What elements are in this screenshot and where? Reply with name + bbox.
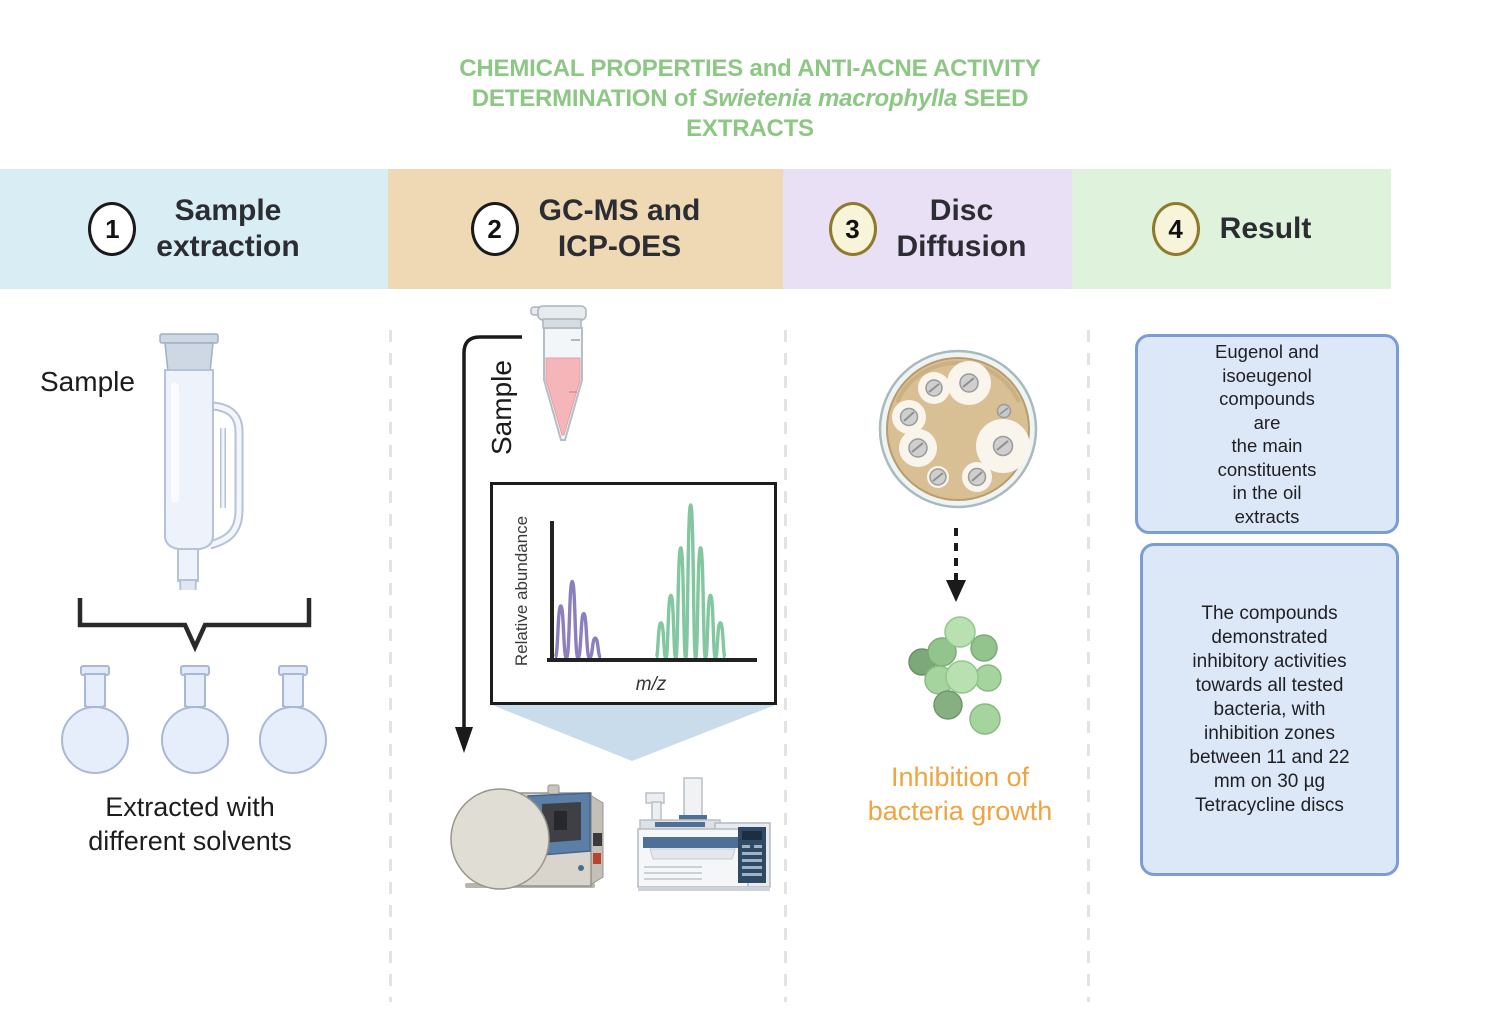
spectrum-peak: [564, 579, 580, 660]
distribution-bracket-icon: [77, 598, 312, 653]
step-segment-sample-extraction: 1 Sample extraction: [0, 169, 388, 289]
title-line-1: CHEMICAL PROPERTIES and ANTI-ACNE ACTIVI…: [459, 55, 1041, 82]
spectrum-x-axis-label: m/z: [636, 674, 667, 695]
spectrum-peak: [703, 593, 718, 660]
step-label-2: GC-MS and ICP-OES: [538, 194, 701, 263]
result-box-inhibition: The compounds demonstrated inhibitory ac…: [1140, 543, 1399, 876]
spectrum-peak: [654, 621, 668, 660]
spectrum-peak: [576, 611, 592, 660]
extraction-caption: Extracted with different solvents: [88, 792, 292, 856]
round-flask-icon: [61, 665, 129, 774]
antibiotic-discs: [892, 361, 1030, 492]
spectrum-peak: [553, 604, 569, 660]
round-flask-row: [61, 665, 327, 774]
step-segment-disc-diffusion: 3 Disc Diffusion: [783, 169, 1072, 289]
step-number-badge-1: 1: [88, 202, 137, 256]
page-title: CHEMICAL PROPERTIES and ANTI-ACNE ACTIVI…: [350, 54, 1150, 144]
spectrum-y-axis-label: Relative abundance: [512, 516, 531, 666]
soxhlet-extractor-icon: [159, 333, 244, 590]
gas-chromatograph-icon: [637, 777, 771, 891]
title-line-3: EXTRACTS: [686, 115, 814, 142]
column-divider: [784, 330, 787, 1002]
spectrum-peak: [587, 636, 603, 660]
title-line-2: DETERMINATION of Swietenia macrophylla S…: [471, 85, 1029, 112]
microcentrifuge-tube-icon: [530, 305, 587, 441]
spectrum-peak: [684, 503, 698, 660]
column-divider: [1087, 330, 1090, 1002]
sample-label-vertical: Sample: [486, 360, 517, 455]
sample-flow-arrow-icon: [455, 335, 522, 753]
mass-spectrum-chart: Relative abundance m/z: [490, 482, 777, 705]
column-divider: [389, 330, 392, 1002]
step-label-1: Sample extraction: [156, 194, 300, 263]
spectrum-peak: [693, 546, 708, 660]
sample-label: Sample: [40, 366, 135, 397]
step-number-badge-3: 3: [828, 202, 877, 256]
round-flask-icon: [259, 665, 327, 774]
step-label-4: Result: [1219, 212, 1312, 245]
spectrum-peak: [713, 621, 727, 660]
instruments-illustration: [450, 777, 771, 891]
projection-beam: [492, 705, 775, 761]
mass-spectrometer-icon: [450, 784, 604, 890]
spectrum-peak: [664, 593, 678, 660]
step-segment-result: 4 Result: [1072, 169, 1391, 289]
step-label-3: Disc Diffusion: [896, 194, 1027, 263]
step-number-badge-2: 2: [470, 202, 519, 256]
dashed-down-arrow-icon: [946, 528, 966, 602]
step-segment-gcms-icpoes: 2 GC-MS and ICP-OES: [388, 169, 783, 289]
bacteria-cluster-icon: [908, 616, 1002, 735]
result-box-constituents: Eugenol and isoeugenol compounds are the…: [1135, 334, 1399, 534]
species-name: Swietenia macrophylla: [702, 85, 958, 112]
round-flask-icon: [161, 665, 229, 774]
mass-spectrum-plot: Relative abundance m/z: [512, 503, 757, 695]
spectrum-peak: [674, 546, 688, 660]
step-number-badge-4: 4: [1151, 202, 1200, 256]
inhibition-caption: Inhibition of bacteria growth: [867, 762, 1053, 826]
petri-dish-icon: [878, 349, 1038, 509]
